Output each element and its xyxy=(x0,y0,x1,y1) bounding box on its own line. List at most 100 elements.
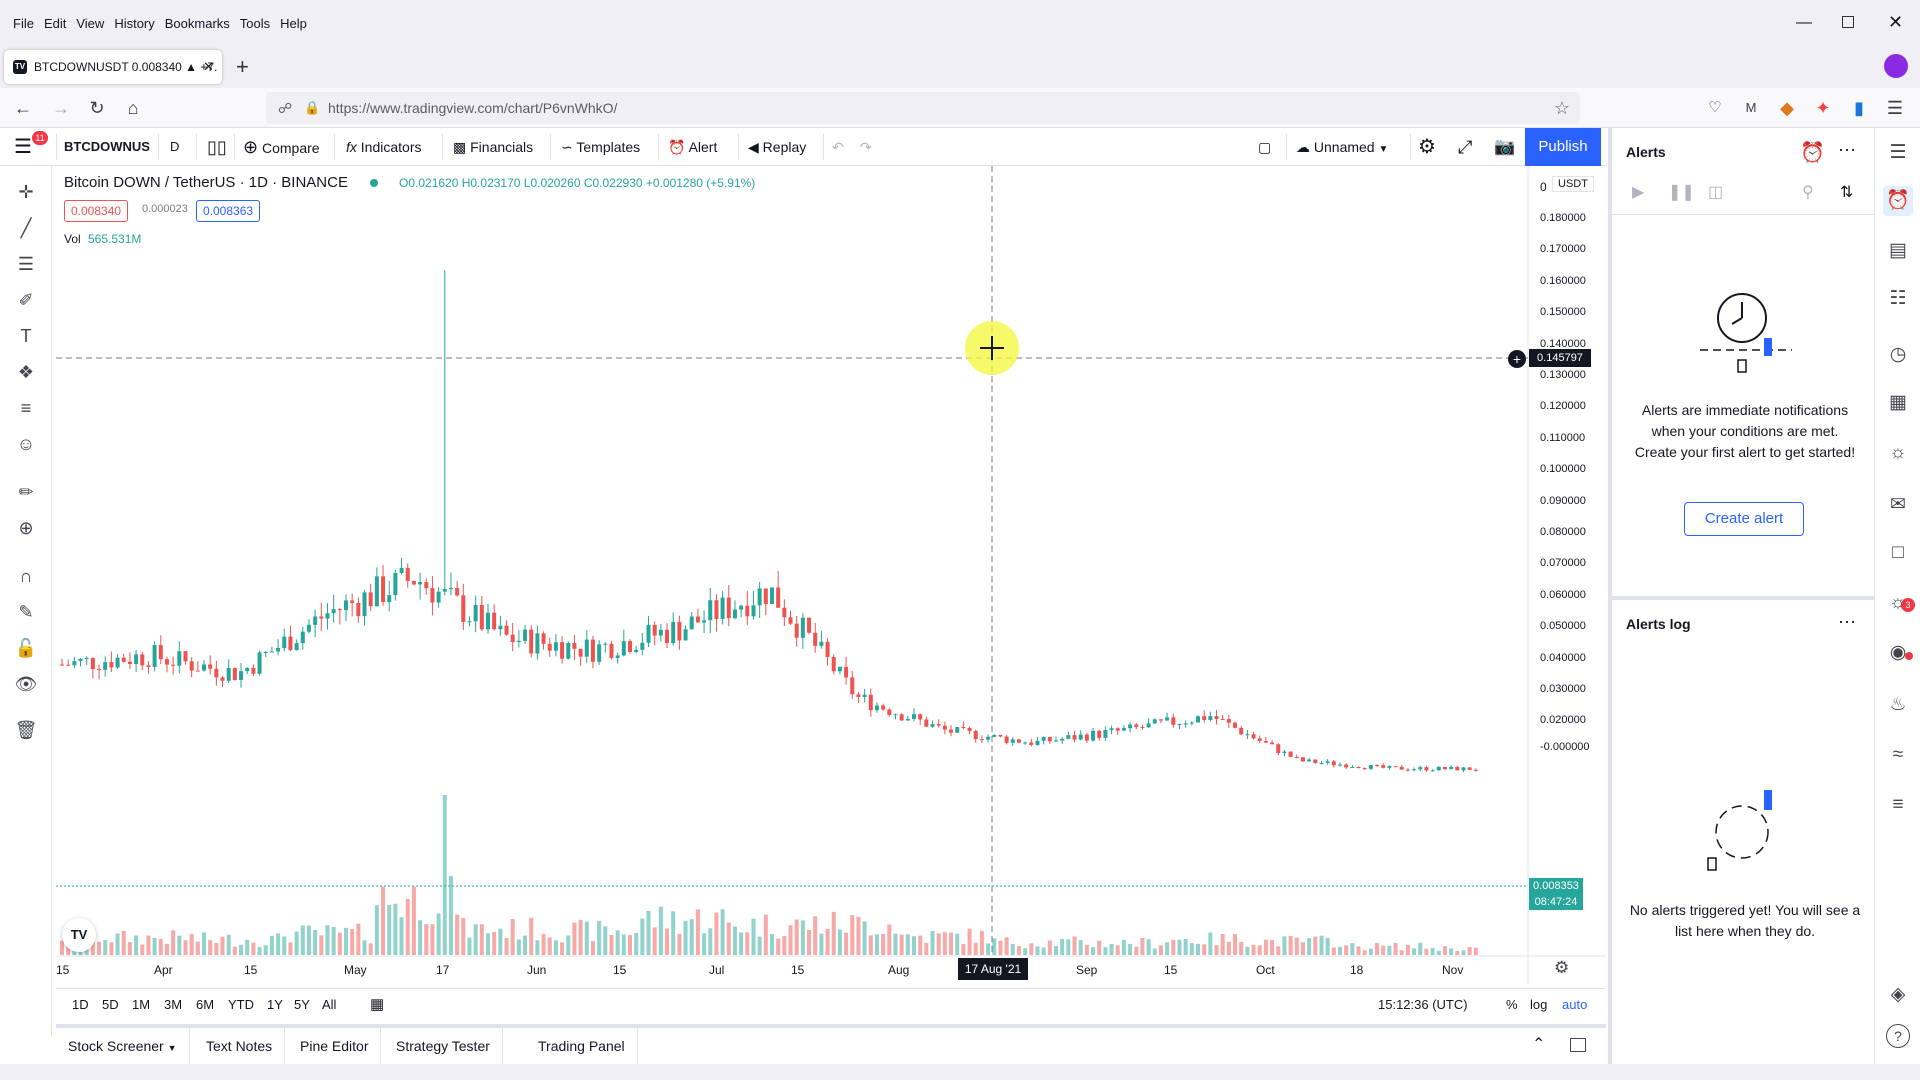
symbol-title[interactable]: Bitcoin DOWN / TetherUS · 1D · BINANCE xyxy=(64,174,348,191)
indicators-button[interactable]: fx Indicators xyxy=(346,128,421,166)
trash-icon[interactable]: 🗑 xyxy=(14,720,38,740)
lock-drawings-icon[interactable]: 🔓 xyxy=(14,638,38,658)
forward-icon[interactable]: → xyxy=(52,98,70,118)
ideas-lightbulb-icon[interactable]: ☼ xyxy=(1889,442,1907,463)
redo-icon[interactable]: ↷ xyxy=(860,139,872,155)
economic-calendar-icon[interactable]: ▦ xyxy=(1889,392,1907,413)
time-axis-settings-gear-icon[interactable]: ⚙ xyxy=(1554,958,1570,977)
trend-line-icon[interactable]: ╱ xyxy=(20,218,32,238)
currency-label[interactable]: USDT xyxy=(1552,176,1594,192)
menu-help[interactable]: Help xyxy=(280,16,307,31)
range-6m[interactable]: 6M xyxy=(196,997,215,1012)
menu-file[interactable]: File xyxy=(13,16,34,31)
compare-button[interactable]: ⊕ Compare xyxy=(243,128,320,166)
text-tool-icon[interactable]: T xyxy=(20,326,32,346)
layers-icon[interactable]: ◈ xyxy=(1890,984,1906,1005)
log-scale-toggle[interactable]: log xyxy=(1530,997,1548,1012)
pause-alerts-icon[interactable]: ❚❚ xyxy=(1668,184,1695,201)
notifications-bell-icon[interactable]: ♨ xyxy=(1889,694,1907,715)
tab-pine-editor[interactable]: Pine Editor xyxy=(288,1028,382,1064)
maximize-panel-icon[interactable] xyxy=(1570,1038,1586,1052)
back-icon[interactable]: ← xyxy=(14,98,32,118)
magnet-icon[interactable]: ∩ xyxy=(19,566,33,586)
close-window-icon[interactable]: ✕ xyxy=(1888,12,1904,32)
alerts-clock-icon[interactable]: ⏰ xyxy=(1883,186,1913,216)
home-icon[interactable]: ⌂ xyxy=(127,98,139,118)
range-1d[interactable]: 1D xyxy=(72,997,89,1012)
menu-edit[interactable]: Edit xyxy=(43,16,67,31)
tradingview-logo[interactable]: TV xyxy=(62,918,96,952)
fullscreen-icon[interactable]: ⤢ xyxy=(1458,137,1473,157)
chats-icon[interactable]: ✉ xyxy=(1890,494,1906,515)
calendar-icon[interactable]: ◷ xyxy=(1889,344,1907,365)
tab-trading-panel[interactable]: Trading Panel xyxy=(526,1028,638,1064)
account-icon[interactable]: M xyxy=(1745,100,1757,115)
tab-text-notes[interactable]: Text Notes xyxy=(194,1028,286,1064)
pattern-tool-icon[interactable]: ❖ xyxy=(17,362,35,382)
help-icon[interactable]: ? xyxy=(1886,1024,1910,1048)
add-alert-plus-icon[interactable]: + xyxy=(1508,350,1526,368)
hide-drawings-eye-icon[interactable]: 👁 xyxy=(14,674,38,694)
restore-icon[interactable] xyxy=(1842,16,1854,28)
range-all[interactable]: All xyxy=(322,997,337,1012)
add-alert-icon[interactable]: ⏰ xyxy=(1800,142,1825,164)
replay-button[interactable]: ◀ Replay xyxy=(748,128,806,166)
data-window-icon[interactable]: ▤ xyxy=(1889,240,1907,261)
extension-flame-icon[interactable]: ✦ xyxy=(1815,98,1831,118)
utc-clock[interactable]: 15:12:36 (UTC) xyxy=(1378,997,1468,1012)
chart-pane[interactable]: Bitcoin DOWN / TetherUS · 1D · BINANCE O… xyxy=(56,166,1606,984)
tab-stock-screener[interactable]: Stock Screener ▼ xyxy=(56,1028,190,1064)
brush-icon[interactable]: ✐ xyxy=(18,290,34,310)
layout-name-button[interactable]: ☁ Unnamed ▼ xyxy=(1296,128,1388,166)
financials-button[interactable]: ▩ Financials xyxy=(453,128,533,166)
interval-selector[interactable]: D xyxy=(170,139,180,154)
range-1m[interactable]: 1M xyxy=(132,997,151,1012)
extension-icon[interactable] xyxy=(1884,54,1908,78)
search-icon[interactable]: ⚲ xyxy=(1802,184,1814,201)
bookmark-star-icon[interactable]: ☆ xyxy=(1553,98,1570,118)
main-menu-icon[interactable]: ☰ xyxy=(14,136,32,158)
stay-in-drawing-icon[interactable]: ✎ xyxy=(18,602,34,622)
range-5d[interactable]: 5D xyxy=(102,997,119,1012)
crosshair-cursor-icon[interactable]: ✛ xyxy=(18,182,34,202)
close-tab-icon[interactable]: ✕ xyxy=(203,59,214,74)
hamburger-menu-icon[interactable]: ☰ xyxy=(1886,98,1904,118)
create-alert-button[interactable]: Create alert xyxy=(1684,502,1804,536)
clone-alerts-icon[interactable]: ◫ xyxy=(1708,184,1724,201)
messages-icon[interactable]: □ xyxy=(1892,542,1904,563)
snapshot-camera-icon[interactable]: 📷 xyxy=(1494,137,1516,156)
url-bar[interactable]: ☍ 🔒 https://www.tradingview.com/chart/P6… xyxy=(266,92,1580,124)
browser-tab[interactable]: TV BTCDOWNUSDT 0.008340 ▲ +7. ✕ xyxy=(4,50,222,84)
pocket-icon[interactable]: ♡ xyxy=(1708,99,1722,116)
prediction-tool-icon[interactable]: ≡ xyxy=(20,398,32,418)
hotlist-icon[interactable]: ☷ xyxy=(1889,288,1907,309)
price-chart[interactable] xyxy=(56,166,1606,984)
tab-strategy-tester[interactable]: Strategy Tester xyxy=(384,1028,503,1064)
goto-date-icon[interactable]: ▦ xyxy=(370,996,385,1013)
menu-bookmarks[interactable]: Bookmarks xyxy=(164,16,230,31)
play-alerts-icon[interactable]: ▶ xyxy=(1632,184,1645,201)
range-5y[interactable]: 5Y xyxy=(294,997,310,1012)
extension-shield-icon[interactable]: ▮ xyxy=(1854,98,1864,118)
minimize-icon[interactable]: — xyxy=(1796,14,1812,31)
publish-button[interactable]: Publish xyxy=(1525,128,1601,166)
templates-button[interactable]: ∽ Templates xyxy=(561,128,640,166)
menu-tools[interactable]: Tools xyxy=(239,16,271,31)
bid-price[interactable]: 0.008340 xyxy=(64,200,129,222)
fib-retracement-icon[interactable]: ☰ xyxy=(17,254,35,274)
streams-icon[interactable]: ◉ xyxy=(1889,642,1907,663)
shield-icon[interactable]: ☍ xyxy=(278,100,293,116)
layout-select-icon[interactable]: ▢ xyxy=(1258,139,1272,155)
symbol-search[interactable]: BTCDOWNUS xyxy=(64,139,150,154)
order-panel-icon[interactable]: ≡ xyxy=(1892,794,1904,815)
more-options-icon[interactable]: ⋯ xyxy=(1838,140,1856,160)
log-more-options-icon[interactable]: ⋯ xyxy=(1838,612,1856,632)
collapse-panel-icon[interactable]: ⌃ xyxy=(1532,1036,1546,1053)
metamask-icon[interactable]: ◆ xyxy=(1780,98,1794,118)
settings-gear-icon[interactable]: ⚙ xyxy=(1418,136,1436,158)
range-ytd[interactable]: YTD xyxy=(228,997,254,1012)
watchlist-icon[interactable]: ☰ xyxy=(1889,142,1907,163)
new-tab-icon[interactable]: + xyxy=(236,54,249,79)
emoji-icon[interactable]: ☺ xyxy=(16,434,36,454)
auto-scale-toggle[interactable]: auto xyxy=(1562,997,1588,1012)
